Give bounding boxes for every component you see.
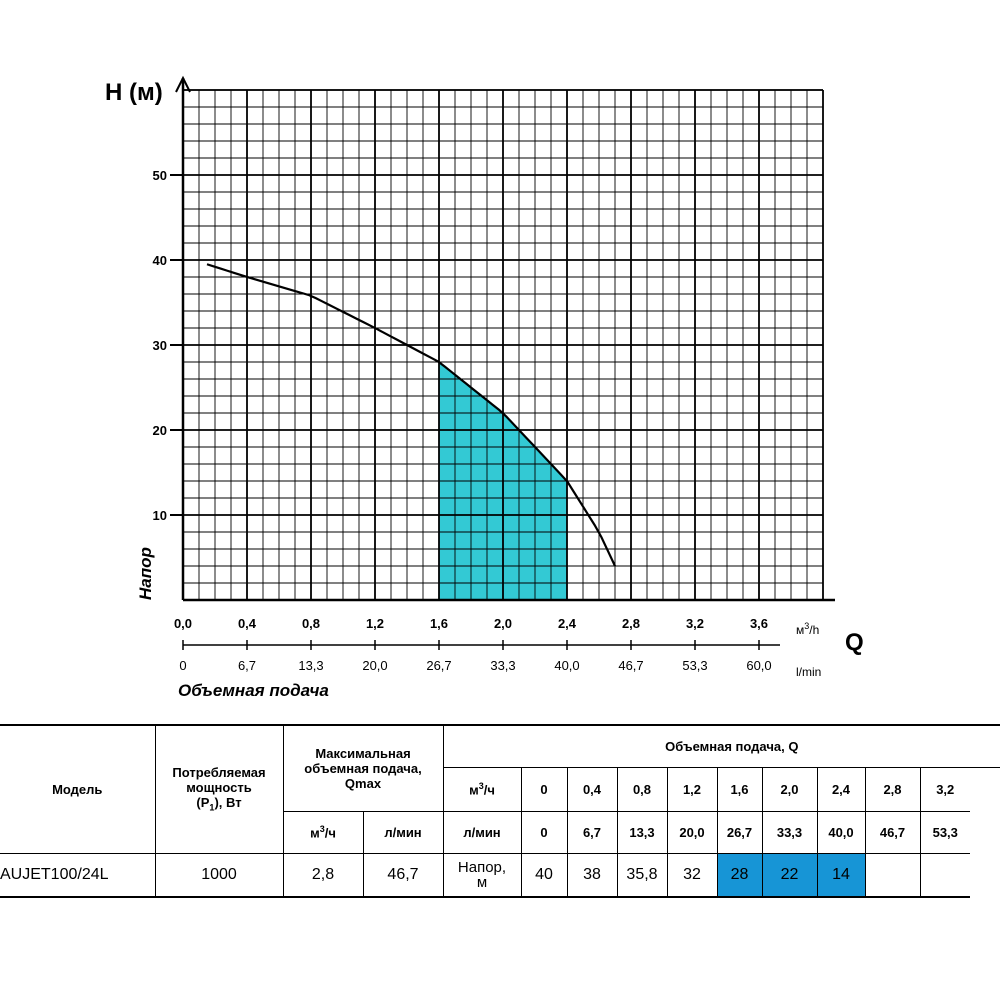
x-tick-label-secondary: 46,7 [618, 658, 643, 673]
qmax-unit-lmin: л/мин [362, 810, 444, 854]
head-label-line2: м [476, 873, 488, 891]
x-tick-label: 2,4 [558, 616, 577, 631]
x-tick-label: 0,8 [302, 616, 320, 631]
head-value-cell: 32 [666, 852, 718, 898]
flow-m3-cell: 2,0 [761, 766, 818, 812]
flow-unit-m3: м3/ч [442, 766, 522, 812]
x-tick-label: 3,6 [750, 616, 768, 631]
head-value-cell: 35,8 [616, 852, 668, 898]
flow-lmin-cell: 20,0 [666, 810, 718, 854]
pump-performance-chart: 0,0 0,4 0,8 1,2 1,6 2,0 2,4 2,8 3,2 3,6 0 6,7 13,3 20… [105, 75, 864, 700]
x-tick-label: 0,0 [174, 616, 192, 631]
pump-spec-table: Модель Потребляемая мощность (Р1), Вт Макс… [0, 724, 1000, 898]
flow-m3-cell: 0,4 [566, 766, 618, 812]
x-axis-title: Q [845, 629, 864, 656]
head-value-cell: 40 [520, 852, 568, 898]
head-curve-line [206, 263, 616, 567]
x-tick-label: 0,4 [238, 616, 257, 631]
x-tick-label-secondary: 33,3 [490, 658, 515, 673]
curve-layer [206, 263, 616, 567]
head-value-cell: 28 [716, 852, 763, 898]
y-axis-title: H (м) [105, 79, 163, 106]
y-tick-label: 30 [153, 338, 167, 353]
x-tick-label-secondary: 40,0 [554, 658, 579, 673]
flow-lmin-cell: 33,3 [761, 810, 818, 854]
x-unit-primary: м3/h [796, 621, 819, 637]
y-axis-label: Напор [136, 547, 155, 600]
x-tick-label: 1,6 [430, 616, 448, 631]
y-axis-arrow [175, 75, 191, 93]
x-axis-label: Объемная подача [178, 681, 329, 700]
chart-axes [170, 75, 835, 650]
head-value-cell [864, 852, 921, 898]
flow-header: Объемная подача, Q [442, 724, 1000, 768]
flow-m3-cell: 2,4 [816, 766, 866, 812]
flow-lmin-cell: 0 [520, 810, 568, 854]
flow-m3-cell: 1,2 [666, 766, 718, 812]
x-tick-label-secondary: 20,0 [362, 658, 387, 673]
x-tick-label-secondary: 6,7 [238, 658, 256, 673]
model-cell: AUJET100/24L [0, 852, 156, 898]
y-tick-label: 50 [153, 168, 167, 183]
qmax-m3-cell: 2,8 [282, 852, 364, 898]
head-label-cell: Напор, м [442, 852, 522, 898]
y-tick-label: 40 [153, 253, 167, 268]
flow-m3-cell: 0,8 [616, 766, 668, 812]
x-unit-secondary: l/min [796, 665, 821, 679]
head-value-cell: 38 [566, 852, 618, 898]
flow-lmin-cell: 6,7 [566, 810, 618, 854]
y-tick-label: 10 [153, 508, 167, 523]
model-header: Модель [0, 724, 156, 854]
tick-labels: 0,0 0,4 0,8 1,2 1,6 2,0 2,4 2,8 3,2 3,6 0 6,7 13,3 20… [153, 168, 772, 673]
x-tick-label: 2,8 [622, 616, 640, 631]
head-value-cell: 14 [816, 852, 866, 898]
y-tick-label: 20 [153, 423, 167, 438]
flow-m3-cell: 3,2 [919, 766, 970, 812]
flow-m3-cell: 2,8 [864, 766, 921, 812]
flow-unit-lmin: л/мин [442, 810, 522, 854]
head-value-cell: 22 [761, 852, 818, 898]
flow-m3-cell: 1,6 [716, 766, 763, 812]
x-tick-label: 2,0 [494, 616, 512, 631]
flow-lmin-cell: 53,3 [919, 810, 970, 854]
x-tick-label-secondary: 53,3 [682, 658, 707, 673]
x-tick-label: 3,2 [686, 616, 704, 631]
flow-m3-cell: 0 [520, 766, 568, 812]
x-tick-label: 1,2 [366, 616, 384, 631]
qmax-lmin-cell: 46,7 [362, 852, 444, 898]
x-tick-label-secondary: 13,3 [298, 658, 323, 673]
x-tick-label-secondary: 0 [179, 658, 186, 673]
chart-grid [182, 89, 824, 601]
qmax-header: Максимальная объемная подача, Qmax [282, 724, 444, 812]
flow-lmin-cell: 13,3 [616, 810, 668, 854]
x-tick-label-secondary: 26,7 [426, 658, 451, 673]
qmax-unit-m3: м3/ч [282, 810, 364, 854]
power-cell: 1000 [154, 852, 284, 898]
flow-lmin-cell: 46,7 [864, 810, 921, 854]
power-header: Потребляемая мощность (Р1), Вт [154, 724, 284, 854]
x-tick-label-secondary: 60,0 [746, 658, 771, 673]
flow-lmin-cell: 40,0 [816, 810, 866, 854]
head-label-line1: Напор, [457, 858, 507, 876]
flow-lmin-cell: 26,7 [716, 810, 763, 854]
head-value-cell [919, 852, 970, 898]
